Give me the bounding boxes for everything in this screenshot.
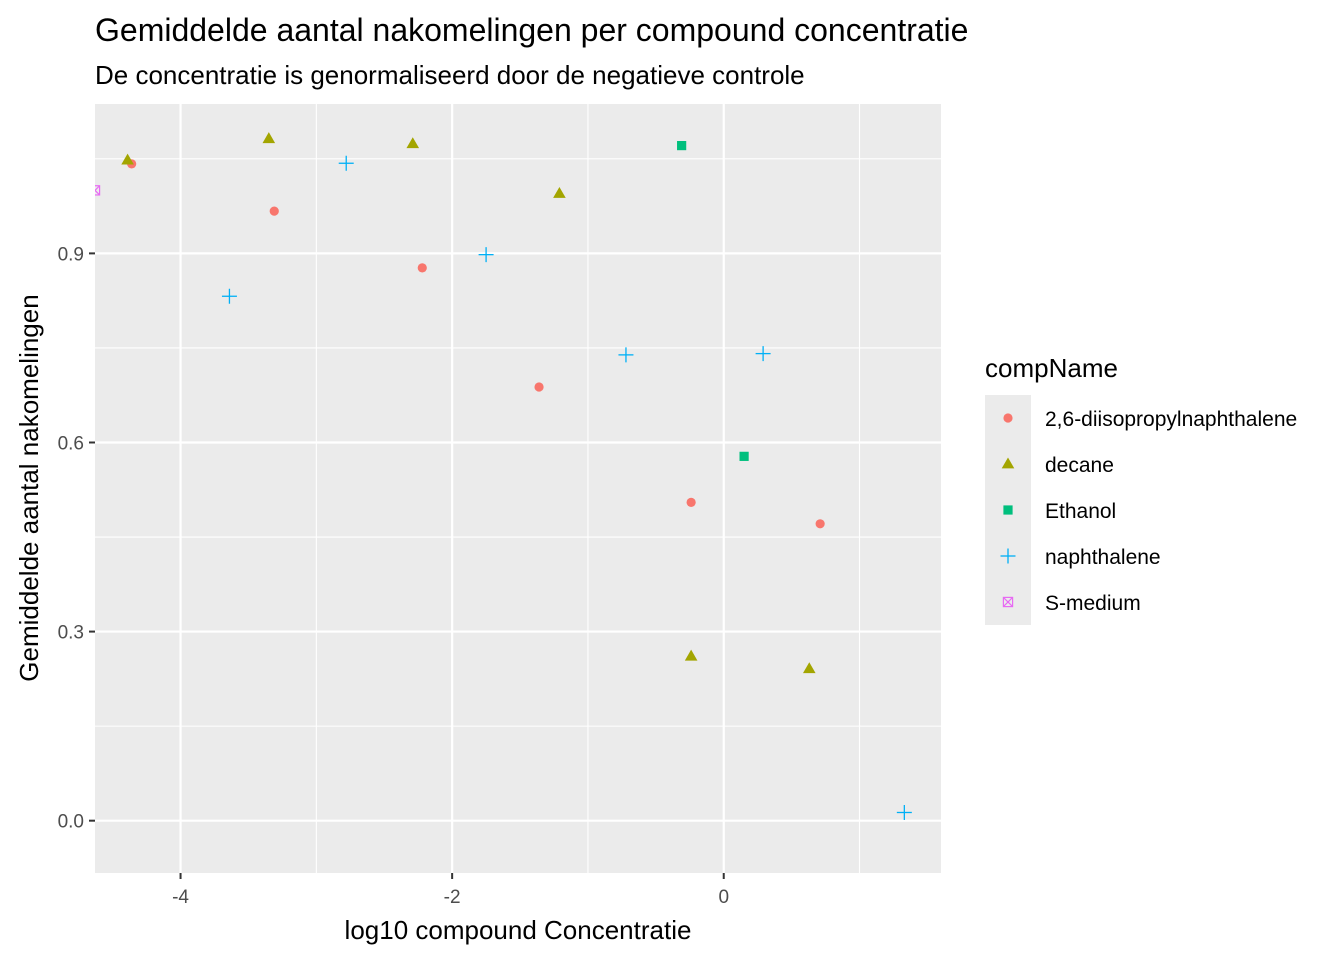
data-point-2-6-diisopropylnaphthalene (269, 206, 279, 216)
data-point-2-6-diisopropylnaphthalene (686, 497, 696, 507)
data-point-naphthalene (478, 247, 494, 263)
y-tick-label: 0.6 (58, 433, 84, 454)
y-tick-label: 0.0 (58, 812, 84, 833)
data-point-ethanol (739, 451, 749, 461)
data-points (95, 132, 912, 820)
legend: compName 2,6-diisopropylnaphthalene decan… (985, 353, 1297, 625)
legend-title: compName (985, 353, 1118, 383)
data-point-2-6-diisopropylnaphthalene (534, 382, 544, 392)
legend-label-ethanol: Ethanol (1045, 500, 1116, 523)
chart-subtitle: De concentratie is genormaliseerd door d… (95, 60, 805, 90)
minor-gridlines (95, 104, 941, 873)
y-tick-label: 0.3 (58, 623, 84, 644)
y-axis-title: Gemiddelde aantal nakomelingen (14, 294, 44, 681)
legend-key-ethanol (1003, 505, 1013, 515)
data-point-decane (684, 649, 698, 661)
legend-label-s-medium: S-medium (1045, 592, 1141, 615)
data-point-decane (802, 662, 816, 674)
data-point-naphthalene (755, 346, 771, 362)
data-point-ethanol (677, 141, 687, 151)
data-point-s-medium (95, 185, 101, 196)
x-tick-label: -2 (444, 887, 461, 908)
data-point-2-6-diisopropylnaphthalene (417, 263, 427, 273)
data-point-naphthalene (221, 288, 237, 304)
axis-ticks: -4 -2 0 0.0 0.3 0.6 0.9 (58, 244, 729, 908)
data-point-naphthalene (896, 804, 912, 820)
data-point-naphthalene (338, 155, 354, 171)
chart-title: Gemiddelde aantal nakomelingen per compo… (95, 12, 968, 48)
major-gridlines (95, 104, 941, 873)
legend-key-decane (1001, 457, 1015, 469)
x-tick-label: -4 (172, 887, 189, 908)
legend-key-naphthalene (1000, 548, 1016, 564)
data-point-decane (553, 187, 566, 198)
data-point-decane (406, 137, 420, 149)
x-tick-label: 0 (718, 887, 729, 908)
data-point-naphthalene (618, 347, 634, 363)
legend-label-decane: decane (1045, 454, 1114, 477)
y-tick-label: 0.9 (58, 244, 84, 265)
points-clip (95, 132, 912, 820)
data-point-2-6-diisopropylnaphthalene (815, 519, 825, 529)
data-point-decane (262, 132, 276, 144)
x-axis-title: log10 compound Concentratie (345, 915, 692, 945)
data-point-decane (121, 153, 134, 165)
legend-label-2-6-diisopropylnaphthalene: 2,6-diisopropylnaphthalene (1045, 408, 1297, 431)
legend-key-2-6-diisopropylnaphthalene (1003, 413, 1013, 423)
legend-key-s-medium (1002, 596, 1014, 608)
legend-label-naphthalene: naphthalene (1045, 546, 1161, 569)
plot-panel (95, 104, 941, 873)
